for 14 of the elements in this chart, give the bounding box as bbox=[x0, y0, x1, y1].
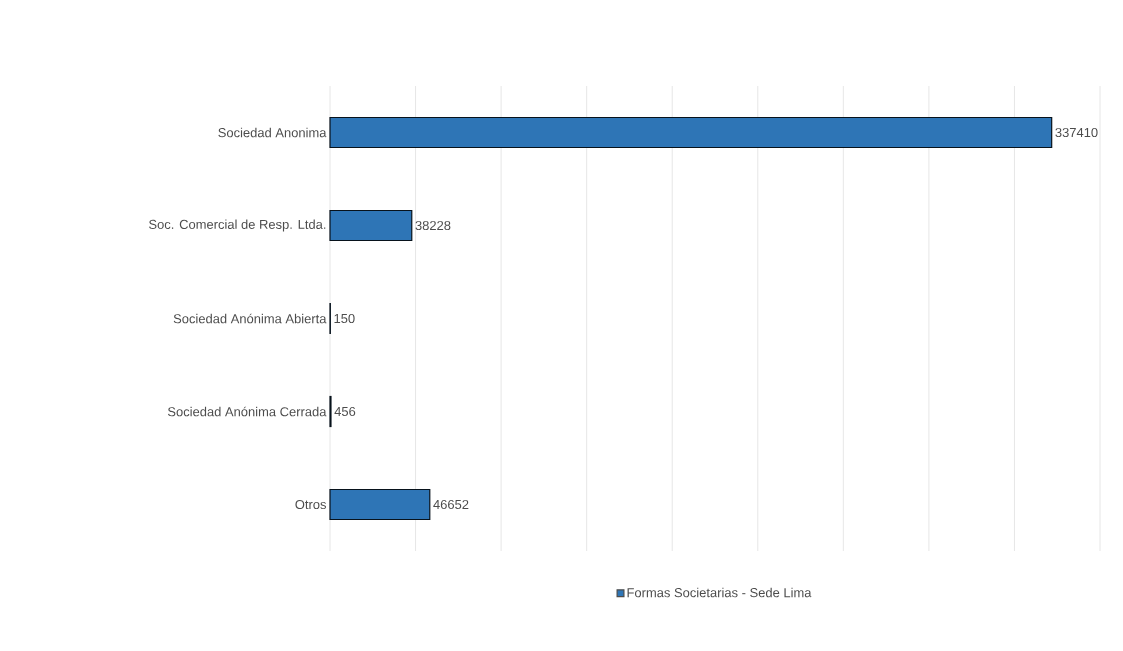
data-label: 456 bbox=[334, 406, 356, 417]
y-tick-label: Sociedad Anonima bbox=[218, 127, 327, 138]
y-tick-label: Soc. Comercial de Resp. Ltda. bbox=[149, 219, 326, 232]
data-label: 38228 bbox=[415, 220, 451, 231]
bar bbox=[329, 116, 1053, 149]
y-tick-label: Sociedad Anónima Cerrada bbox=[167, 406, 327, 417]
data-label: 337410 bbox=[1055, 127, 1098, 138]
y-tick-label: Sociedad Anónima Abierta bbox=[173, 313, 327, 324]
y-tick-label: Otros bbox=[295, 499, 327, 510]
data-label: 46652 bbox=[433, 499, 469, 510]
legend-label: Formas Societarias - Sede Lima bbox=[627, 587, 812, 598]
data-label: 150 bbox=[334, 313, 355, 324]
bar bbox=[329, 209, 413, 242]
bar bbox=[329, 488, 431, 521]
